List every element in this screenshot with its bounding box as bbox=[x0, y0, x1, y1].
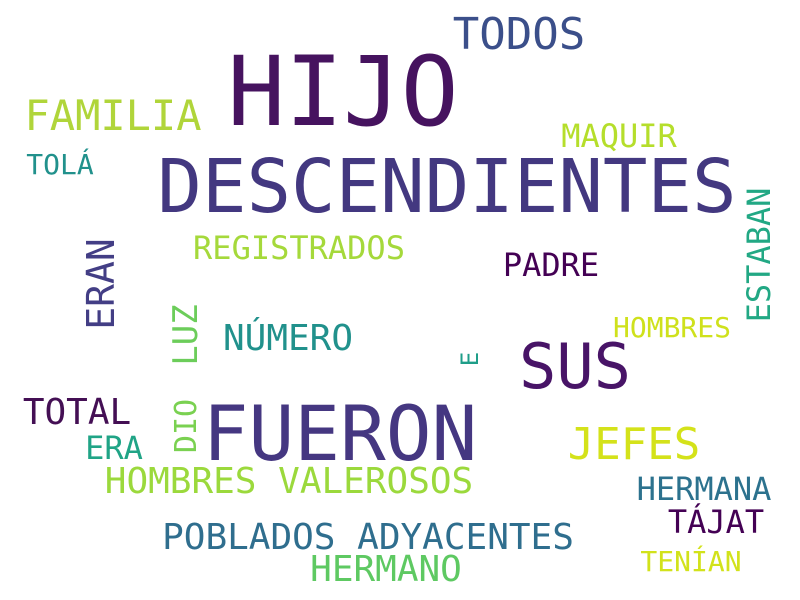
word-estaban: ESTABAN bbox=[740, 187, 778, 323]
word-total: TOTAL bbox=[22, 392, 132, 433]
word-todos: TODOS bbox=[452, 9, 586, 60]
word-padre: PADRE bbox=[502, 246, 600, 284]
word-registrados: REGISTRADOS bbox=[193, 229, 405, 267]
word-hijo: HIJO bbox=[227, 36, 459, 148]
word-luz: LUZ bbox=[166, 304, 206, 366]
word-hombres-valerosos: HOMBRES VALEROSOS bbox=[104, 461, 474, 502]
word-tajat: TÁJAT bbox=[667, 503, 765, 541]
word-descendientes: DESCENDIENTES bbox=[157, 144, 737, 230]
word-familia: FAMILIA bbox=[24, 91, 202, 140]
word-sus: SUS bbox=[519, 330, 631, 403]
word-e: E bbox=[456, 351, 484, 367]
word-jefes: JEFES bbox=[567, 419, 701, 470]
word-hermana: HERMANA bbox=[636, 470, 772, 508]
word-dio: DIO bbox=[169, 398, 204, 454]
word-hombres: HOMBRES bbox=[612, 311, 732, 344]
word-tola: TOLÁ bbox=[26, 148, 94, 181]
word-maquir: MAQUIR bbox=[561, 117, 677, 155]
word-hermano: HERMANO bbox=[310, 549, 462, 590]
word-eran: ERAN bbox=[79, 238, 123, 330]
word-fueron: FUERON bbox=[202, 389, 478, 478]
word-tenian: TENÍAN bbox=[640, 545, 742, 578]
word-era: ERA bbox=[85, 429, 143, 467]
word-poblados-adyacentes: POBLADOS ADYACENTES bbox=[162, 517, 574, 558]
word-numero: NÚMERO bbox=[222, 318, 354, 359]
